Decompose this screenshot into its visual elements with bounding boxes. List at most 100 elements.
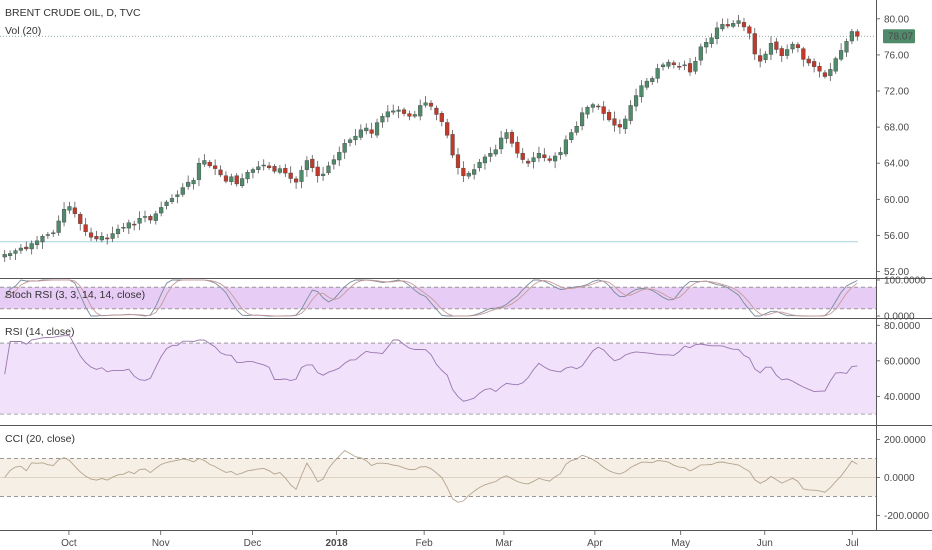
candle-body	[633, 95, 639, 107]
candle-body	[83, 224, 88, 232]
rsi-line	[4, 335, 858, 402]
candle-body	[547, 158, 552, 161]
candle-body	[590, 104, 595, 108]
x-tick-label: Feb	[416, 538, 434, 549]
candle-body	[423, 102, 428, 106]
candle-body	[585, 107, 590, 115]
candle-body	[45, 234, 50, 236]
cci-y-tick-label: 200.0000	[884, 435, 926, 446]
candle-body	[849, 31, 854, 42]
candle-body	[801, 48, 806, 60]
candle-body	[779, 48, 784, 57]
candle-body	[310, 158, 315, 168]
candle-body	[704, 42, 709, 48]
candle-body	[693, 61, 698, 72]
candle-body	[736, 20, 741, 24]
candle-body	[8, 253, 13, 256]
stoch-rsi-lines	[4, 279, 858, 317]
candle-body	[580, 112, 585, 127]
candle-body	[828, 69, 833, 76]
candle-body	[299, 170, 304, 182]
rsi-series-line	[4, 335, 858, 402]
rsi-label: RSI (14, close)	[5, 326, 74, 338]
candle-body	[472, 169, 477, 175]
rsi-y-tick-label: 60.0000	[884, 356, 921, 367]
candle-body	[121, 227, 126, 229]
candle-body	[105, 237, 110, 240]
x-tick-label: 2018	[325, 538, 348, 549]
main-y-tick-label: 60.00	[884, 195, 909, 206]
candle-body	[315, 166, 320, 177]
candle-body	[272, 166, 277, 172]
candle-body	[569, 132, 574, 141]
candle-body	[617, 124, 622, 128]
cci-series-line	[4, 450, 858, 503]
candle-body	[434, 107, 439, 115]
candle-body	[822, 72, 828, 77]
candle-body	[839, 50, 844, 60]
candle-body	[531, 157, 536, 162]
rsi-y-tick-label: 80.0000	[884, 321, 921, 332]
candle-body	[78, 214, 83, 224]
last-price-label: 78.07	[888, 32, 913, 43]
candle-body	[250, 169, 256, 173]
rsi-band	[0, 343, 876, 415]
candle-body	[450, 134, 455, 156]
candlestick-series	[2, 14, 860, 262]
candle-body	[418, 105, 423, 117]
candle-body	[752, 33, 757, 55]
candle-body	[202, 160, 207, 165]
candle-body	[698, 46, 703, 61]
stoch-rsi-band	[0, 287, 876, 309]
x-tick-label: Jun	[757, 538, 773, 549]
main-y-axis: 80.00 76.00 72.00 68.00 64.00 60.00 56.00 52.00	[876, 14, 909, 278]
candle-body	[391, 110, 396, 113]
candle-body	[369, 129, 374, 134]
candle-body	[159, 207, 164, 214]
candle-body	[407, 113, 412, 117]
candle-body	[439, 113, 444, 122]
pane-separators	[0, 0, 932, 531]
candle-body	[294, 178, 299, 183]
candle-body	[337, 152, 342, 161]
candle-body	[596, 105, 601, 108]
candle-body	[509, 132, 515, 144]
candle-body	[374, 122, 380, 136]
candle-body	[542, 154, 547, 158]
x-tick-label: Mar	[495, 538, 513, 549]
stoch-d-line	[4, 279, 858, 317]
candle-body	[240, 178, 245, 186]
chart-title: BRENT CRUDE OIL, D, TVC	[5, 7, 141, 19]
candle-body	[234, 175, 239, 185]
stoch-y-tick-label: 100.0000	[884, 276, 926, 287]
main-y-tick-label: 56.00	[884, 231, 909, 242]
cci-label: CCI (20, close)	[5, 433, 75, 445]
cci-line	[4, 450, 858, 503]
candle-body	[731, 23, 736, 27]
candle-body	[817, 65, 822, 72]
candle-body	[24, 246, 29, 250]
candle-body	[558, 152, 563, 156]
volume-label: Vol (20)	[5, 25, 41, 37]
candle-body	[191, 180, 196, 185]
candle-body	[844, 41, 849, 53]
candle-body	[40, 236, 45, 243]
candle-body	[714, 27, 720, 39]
candle-body	[639, 85, 644, 98]
main-y-tick-label: 68.00	[884, 123, 909, 134]
candle-body	[763, 53, 768, 60]
candle-body	[493, 149, 498, 155]
candle-body	[261, 164, 266, 167]
candle-body	[256, 166, 261, 170]
candle-body	[331, 159, 336, 165]
candle-body	[812, 61, 817, 67]
candle-body	[229, 176, 234, 182]
candle-body	[650, 78, 655, 82]
candle-body	[785, 49, 790, 56]
candle-body	[213, 165, 218, 169]
candle-body	[94, 236, 99, 240]
candle-body	[612, 118, 617, 126]
cci-y-tick-label: -200.0000	[884, 511, 929, 522]
candle-body	[677, 66, 682, 68]
